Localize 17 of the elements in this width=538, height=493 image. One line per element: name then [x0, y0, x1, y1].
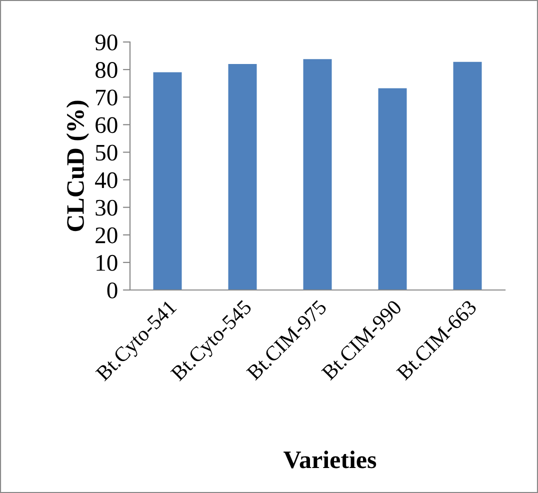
bar [228, 64, 257, 290]
y-tick-label: 20 [96, 227, 118, 244]
bar [153, 72, 182, 290]
y-tick-label: 30 [96, 200, 118, 216]
y-tick-label: 10 [96, 254, 118, 271]
y-tick-label: 80 [95, 62, 118, 78]
bar [303, 59, 332, 290]
y-tick-label: 90 [95, 34, 118, 50]
y-tick-label: 0 [107, 282, 118, 298]
y-tick-label: 40 [95, 172, 118, 188]
x-axis-title: Varieties [284, 450, 376, 468]
y-tick-label: 60 [96, 117, 118, 134]
y-axis-title: CLCuD (%) [66, 100, 90, 232]
bar [378, 88, 407, 290]
bar [453, 62, 482, 290]
y-tick-label: 70 [96, 90, 118, 106]
y-tick-label: 50 [96, 144, 118, 161]
